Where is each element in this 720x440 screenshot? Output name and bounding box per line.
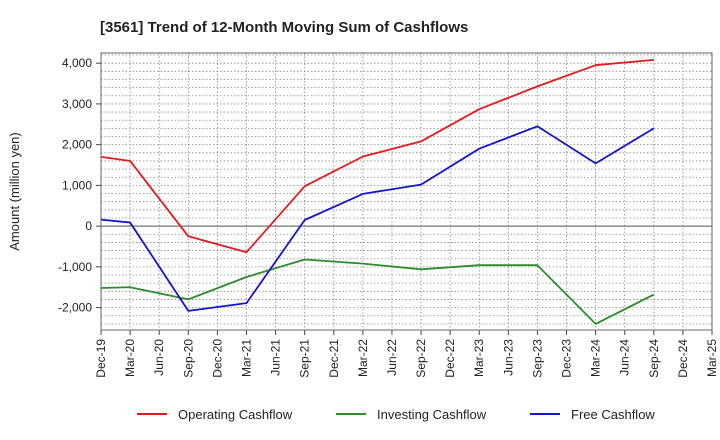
x-tick-label: Jun-22 <box>385 339 399 376</box>
x-tick-label: Dec-20 <box>210 339 224 378</box>
x-tick-label: Sep-23 <box>530 339 544 378</box>
y-tick-label: -2,000 <box>58 301 92 315</box>
x-tick-label: Sep-21 <box>298 339 312 378</box>
x-tick-label: Mar-23 <box>472 339 486 377</box>
y-tick-label: 3,000 <box>62 97 92 111</box>
x-tick-label: Jun-24 <box>618 339 632 376</box>
legend: Operating Cashflow Investing Cashflow Free… <box>137 407 655 422</box>
legend-label: Operating Cashflow <box>178 407 293 422</box>
series-lines <box>100 59 655 325</box>
x-tick-label: Sep-20 <box>181 339 195 378</box>
x-tick-label: Mar-20 <box>123 339 137 377</box>
y-tick-label: 1,000 <box>62 178 92 192</box>
legend-label: Free Cashflow <box>571 407 655 422</box>
legend-label: Investing Cashflow <box>377 407 487 422</box>
x-tick-label: Jun-23 <box>501 339 515 376</box>
grid-lines <box>100 53 713 330</box>
x-axis-ticks: Dec-19 Mar-20 Jun-20 Sep-20 Dec-20 Mar-21 Jun-… <box>94 330 719 378</box>
x-tick-label: Dec-23 <box>560 339 574 378</box>
x-tick-label: Sep-24 <box>647 339 661 378</box>
x-tick-label: Dec-21 <box>327 339 341 378</box>
x-tick-label: Jun-21 <box>269 339 283 376</box>
x-tick-label: Mar-25 <box>705 339 719 377</box>
x-tick-label: Jun-20 <box>152 339 166 376</box>
series-line <box>100 258 655 325</box>
y-axis-ticks: 4,000 3,000 2,000 1,000 0 -1,000 -2,000 <box>58 56 101 315</box>
y-tick-label: -1,000 <box>58 260 92 274</box>
x-tick-label: Mar-24 <box>589 339 603 377</box>
x-tick-label: Dec-22 <box>443 339 457 378</box>
x-tick-label: Mar-21 <box>239 339 253 377</box>
x-tick-label: Mar-22 <box>356 339 370 377</box>
series-line <box>100 125 655 312</box>
y-axis-label: Amount (million yen) <box>7 132 22 251</box>
x-tick-label: Dec-19 <box>94 339 108 378</box>
y-tick-label: 0 <box>85 219 92 233</box>
y-tick-label: 4,000 <box>62 56 92 70</box>
x-tick-label: Sep-22 <box>414 339 428 378</box>
series-line <box>100 59 654 254</box>
y-tick-label: 2,000 <box>62 138 92 152</box>
chart-title: [3561] Trend of 12-Month Moving Sum of C… <box>100 19 468 36</box>
plot-frame <box>100 52 713 331</box>
x-tick-label: Dec-24 <box>676 339 690 378</box>
